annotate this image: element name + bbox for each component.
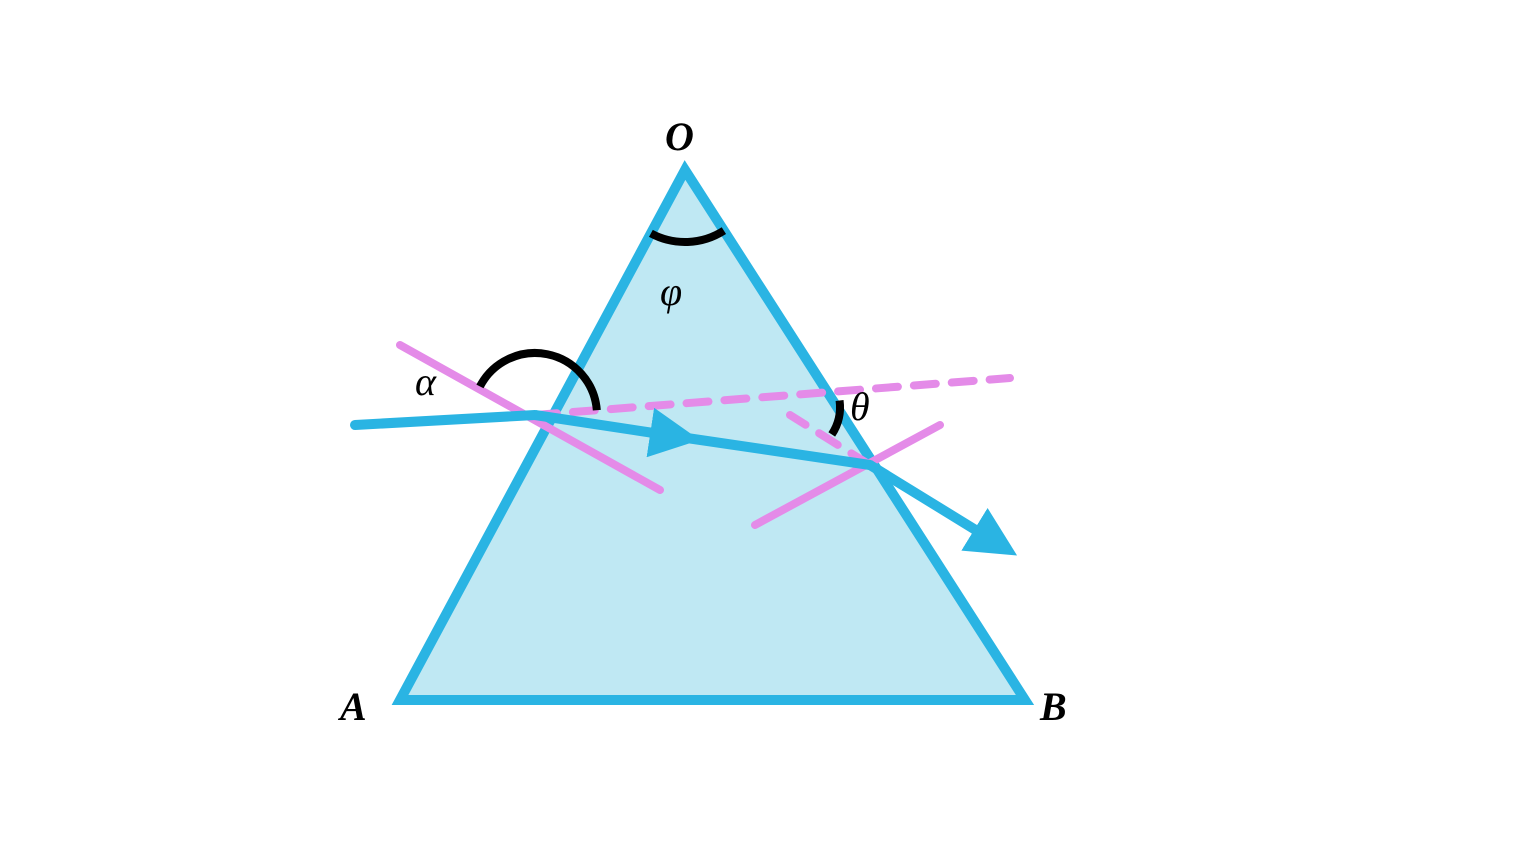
prism-refraction-diagram: O A B φ α θ <box>0 0 1536 864</box>
angle-label-theta: θ <box>850 384 870 429</box>
angle-label-alpha: α <box>415 359 437 404</box>
angle-label-phi: φ <box>660 269 682 314</box>
prism-triangle <box>400 170 1025 700</box>
incident-ray <box>355 415 535 425</box>
vertex-label-o: O <box>665 114 694 159</box>
vertex-label-a: A <box>337 684 367 729</box>
vertex-label-b: B <box>1039 684 1067 729</box>
